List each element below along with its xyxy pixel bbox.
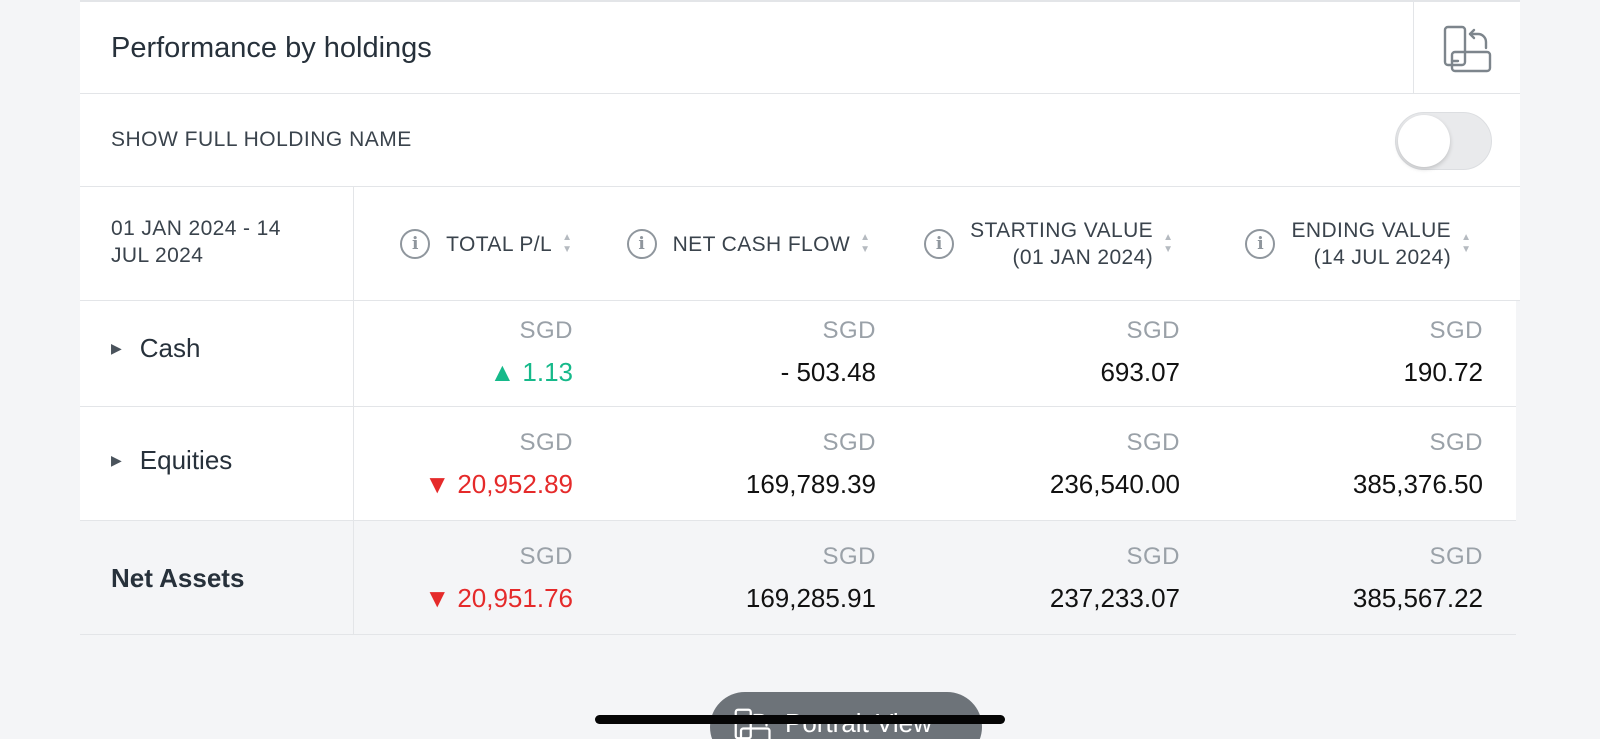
table-row[interactable]: ▶ Cash SGD ▲ 1.13 SGD - 503.48 SGD 693.0…: [80, 301, 1516, 407]
net-cash-flow-cell: SGD 169,789.39: [640, 429, 876, 500]
currency-label: SGD: [1429, 543, 1483, 570]
header-divider: [1413, 2, 1414, 96]
full-holding-name-toggle[interactable]: [1395, 112, 1492, 170]
info-icon[interactable]: i: [400, 229, 431, 259]
sort-icon[interactable]: ▲ ▼: [1461, 232, 1471, 255]
card-header: Performance by holdings: [80, 0, 1520, 96]
total-row: Net Assets SGD ▼ 20,951.76 SGD 169,285.9…: [80, 521, 1516, 635]
holding-name: Cash: [139, 333, 201, 363]
total-pl-cell: SGD ▼ 20,951.76: [380, 543, 573, 614]
starting-value-cell: SGD 237,233.07: [940, 543, 1180, 614]
column-divider: [353, 187, 354, 300]
currency-label: SGD: [1126, 429, 1180, 456]
sort-icon[interactable]: ▲ ▼: [562, 232, 572, 255]
info-icon[interactable]: i: [626, 229, 657, 259]
net-cash-flow-value: 169,285.91: [745, 583, 876, 613]
starting-value-cell: SGD 693.07: [940, 317, 1180, 388]
currency-label: SGD: [1126, 317, 1180, 344]
net-cash-flow-cell: SGD - 503.48: [640, 317, 876, 388]
column-header-starting-value: i STARTING VALUE (01 JAN 2024) ▲ ▼: [905, 187, 1173, 301]
performance-card: Performance by holdings SHOW FULL HOLDIN…: [80, 0, 1520, 635]
expand-caret-icon[interactable]: ▶: [111, 452, 122, 468]
column-header-total-pl: i TOTAL P/L ▲ ▼: [380, 187, 572, 301]
column-label-line-2: (01 JAN 2024): [1012, 246, 1154, 269]
currency-label: SGD: [822, 429, 876, 456]
info-icon[interactable]: i: [924, 229, 955, 259]
column-label-line-1: STARTING VALUE: [970, 219, 1154, 242]
currency-label: SGD: [1429, 317, 1483, 344]
home-indicator: [595, 715, 1005, 724]
total-pl-value: ▼ 20,951.76: [424, 583, 573, 613]
starting-value: 236,540.00: [1049, 469, 1180, 499]
starting-value: 237,233.07: [1049, 583, 1180, 613]
currency-label: SGD: [519, 543, 573, 570]
info-icon[interactable]: i: [1245, 229, 1276, 259]
currency-label: SGD: [1126, 543, 1180, 570]
net-cash-flow-cell: SGD 169,285.91: [640, 543, 876, 614]
table-row[interactable]: ▶ Equities SGD ▼ 20,952.89 SGD 169,789.3…: [80, 407, 1516, 521]
total-pl-cell: SGD ▲ 1.13: [380, 317, 573, 388]
ending-value: 385,376.50: [1352, 469, 1483, 499]
row-label: Net Assets: [111, 563, 245, 593]
sort-icon[interactable]: ▲ ▼: [1163, 232, 1173, 255]
total-pl-value: ▼ 20,952.89: [424, 469, 573, 499]
column-label-line-1: ENDING VALUE: [1291, 219, 1452, 242]
column-divider: [353, 407, 354, 520]
total-pl-value: ▲ 1.13: [489, 357, 573, 387]
rotate-device-button[interactable]: [1440, 22, 1496, 78]
currency-label: SGD: [519, 429, 573, 456]
rotate-device-icon: [1443, 25, 1492, 73]
column-label: NET CASH FLOW: [672, 232, 851, 256]
period-range: 01 JAN 2024 - 14 JUL 2024: [111, 215, 331, 269]
table-header: 01 JAN 2024 - 14 JUL 2024 i TOTAL P/L ▲ ▼…: [80, 187, 1520, 301]
ending-value-cell: SGD 190.72: [1240, 317, 1483, 388]
column-header-ending-value: i ENDING VALUE (14 JUL 2024) ▲ ▼: [1205, 187, 1471, 301]
sort-icon[interactable]: ▲ ▼: [860, 232, 870, 255]
period-line-1: 01 JAN 2024 - 14: [111, 217, 281, 240]
column-header-net-cash-flow: i NET CASH FLOW ▲ ▼: [610, 187, 870, 301]
total-pl-cell: SGD ▼ 20,952.89: [380, 429, 573, 500]
currency-label: SGD: [1429, 429, 1483, 456]
column-label-line-2: (14 JUL 2024): [1313, 246, 1452, 269]
holding-name: Equities: [139, 445, 233, 475]
page-title: Performance by holdings: [111, 32, 432, 64]
net-cash-flow-value: 169,789.39: [745, 469, 876, 499]
net-cash-flow-value: - 503.48: [780, 357, 876, 387]
toggle-knob: [1398, 115, 1450, 167]
column-divider: [353, 301, 354, 406]
starting-value: 693.07: [1100, 357, 1180, 387]
currency-label: SGD: [822, 543, 876, 570]
column-label: STARTING VALUE (01 JAN 2024): [970, 217, 1153, 271]
column-label: ENDING VALUE (14 JUL 2024): [1291, 217, 1451, 271]
ending-value-cell: SGD 385,376.50: [1240, 429, 1483, 500]
toggle-label: SHOW FULL HOLDING NAME: [111, 128, 412, 151]
column-label: TOTAL P/L: [446, 232, 553, 256]
row-label: ▶ Cash: [111, 333, 200, 364]
full-holding-name-row: SHOW FULL HOLDING NAME: [80, 94, 1520, 187]
currency-label: SGD: [822, 317, 876, 344]
expand-caret-icon[interactable]: ▶: [111, 340, 122, 356]
currency-label: SGD: [519, 317, 573, 344]
row-label: ▶ Equities: [111, 445, 232, 476]
ending-value: 385,567.22: [1352, 583, 1483, 613]
starting-value-cell: SGD 236,540.00: [940, 429, 1180, 500]
ending-value-cell: SGD 385,567.22: [1240, 543, 1483, 614]
ending-value: 190.72: [1403, 357, 1483, 387]
column-divider: [353, 521, 354, 634]
period-line-2: JUL 2024: [111, 244, 204, 267]
